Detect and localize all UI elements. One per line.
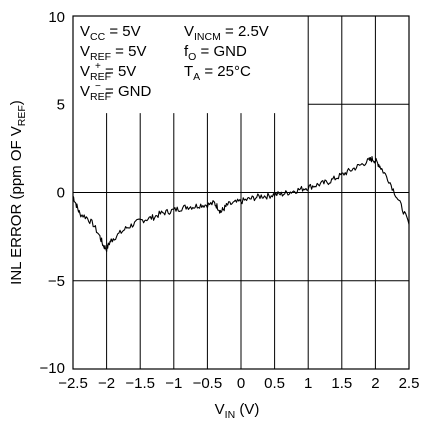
condition-text: fO = GND xyxy=(184,43,247,63)
axis-labels: VIN (V) INL ERROR (ppm OF VREF) xyxy=(8,100,259,421)
series-group xyxy=(72,156,410,253)
condition-text: VREF− = GND xyxy=(80,81,151,103)
y-tick-label: 5 xyxy=(57,96,65,113)
x-tick-label: 0.5 xyxy=(264,375,285,392)
plot-border xyxy=(72,15,410,370)
x-axis-label: VIN (V) xyxy=(215,401,260,421)
inl-error-series-line xyxy=(72,156,410,253)
x-tick-label: 2 xyxy=(371,375,379,392)
y-axis-label: INL ERROR (ppm OF VREF) xyxy=(8,100,28,285)
condition-text: VREF = 5V xyxy=(80,43,146,63)
x-tick-label: 1.5 xyxy=(331,375,352,392)
x-tick-labels: −2.5 −2 −1.5 −1 −0.5 0 0.5 1 1.5 2 2.5 xyxy=(58,375,419,392)
condition-text: VCC = 5V xyxy=(80,23,141,43)
plot-frame xyxy=(72,15,410,370)
grid xyxy=(73,16,409,369)
y-tick-label: −5 xyxy=(48,273,65,290)
condition-text: VREF+ = 5V xyxy=(80,61,136,83)
x-tick-label: 0 xyxy=(237,375,245,392)
y-tick-label: 10 xyxy=(48,9,65,26)
x-tick-label: 2.5 xyxy=(399,375,420,392)
x-tick-label: 1 xyxy=(304,375,312,392)
x-tick-label: −0.5 xyxy=(193,375,223,392)
x-tick-label: −2 xyxy=(98,375,115,392)
y-tick-labels: −10 −5 0 5 10 xyxy=(40,9,65,377)
x-tick-label: −1 xyxy=(165,375,182,392)
y-tick-label: 0 xyxy=(57,185,65,202)
condition-text: TA = 25°C xyxy=(184,63,251,83)
x-tick-label: −1.5 xyxy=(125,375,155,392)
condition-text: VINCM = 2.5V xyxy=(184,23,269,43)
x-tick-label: −2.5 xyxy=(58,375,88,392)
y-tick-label: −10 xyxy=(40,360,65,377)
